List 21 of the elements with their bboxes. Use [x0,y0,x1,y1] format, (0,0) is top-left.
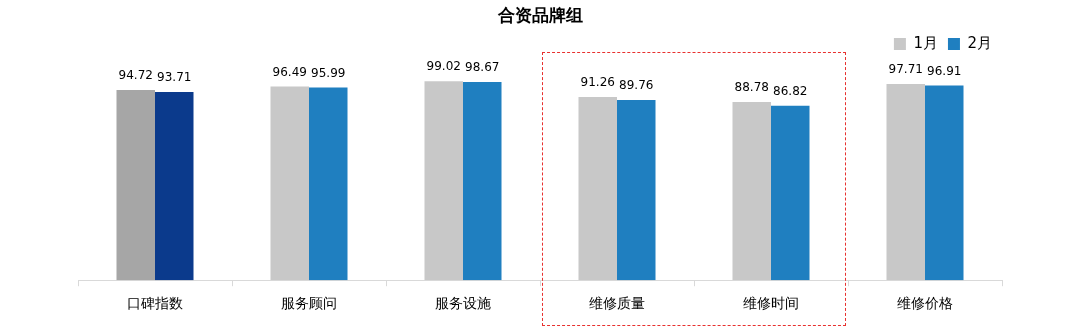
data-label: 98.67 [465,60,500,75]
x-tick-label: 服务设施 [435,295,491,312]
legend-label: 1月 [913,33,938,52]
data-label: 91.26 [580,75,615,90]
chart-title: 合资品牌组 [496,4,583,25]
data-label: 96.49 [272,64,307,79]
data-label: 97.71 [888,62,923,77]
data-label: 94.72 [118,68,153,83]
x-tick-label: 维修价格 [897,295,953,312]
data-label: 86.82 [773,83,808,98]
legend-label: 2月 [967,33,992,52]
x-tick-label: 维修质量 [589,295,645,312]
x-tick-label: 服务顾问 [281,295,337,312]
data-label: 96.91 [927,63,962,78]
data-label: 95.99 [311,65,346,80]
data-label: 99.02 [426,59,461,74]
data-label: 93.71 [157,70,192,85]
data-label: 88.78 [734,80,769,95]
x-tick-label: 维修时间 [743,295,799,312]
x-tick-label: 口碑指数 [127,295,183,312]
data-label: 89.76 [619,78,654,93]
